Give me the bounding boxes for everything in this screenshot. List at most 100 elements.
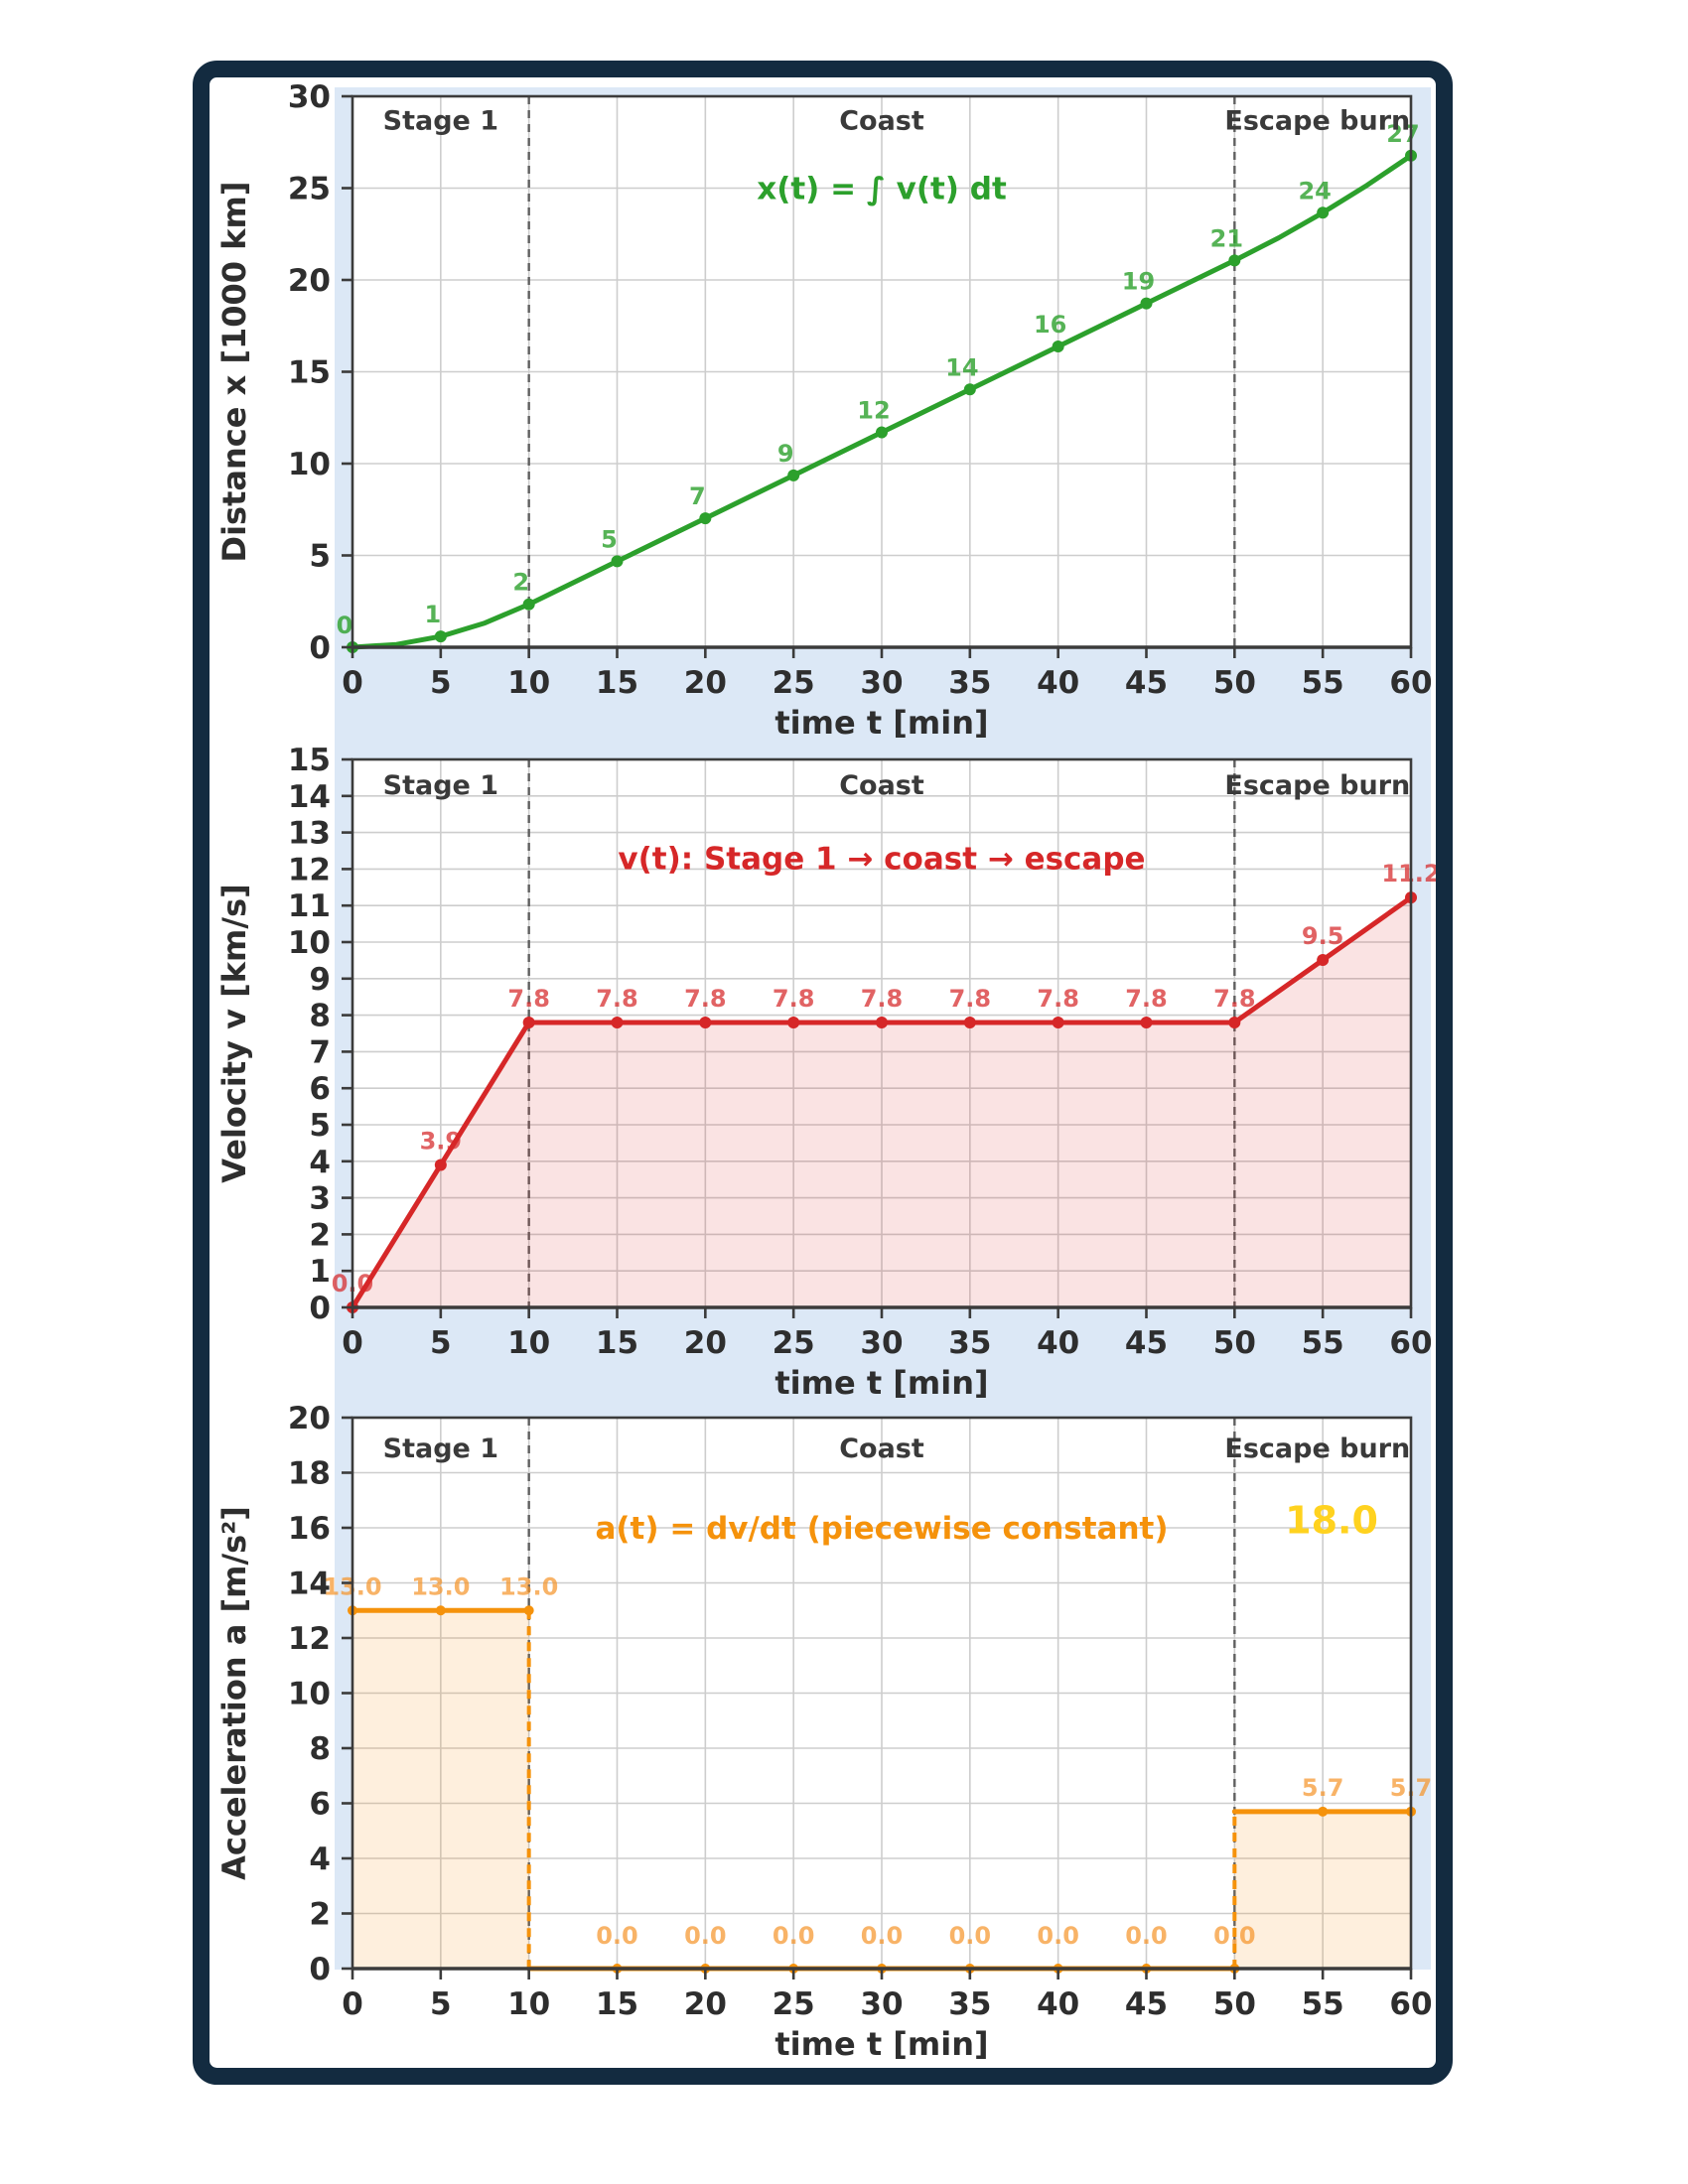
data-point-label: 5 <box>601 525 618 553</box>
data-point-marker <box>611 555 624 568</box>
x-tick-label: 55 <box>1302 1325 1344 1361</box>
y-tick-label: 0 <box>309 630 331 666</box>
y-tick-label: 20 <box>288 263 331 299</box>
y-axis-label: Distance x [1000 km] <box>215 182 253 563</box>
y-tick-label: 2 <box>309 1897 331 1933</box>
x-tick-label: 60 <box>1389 1325 1432 1361</box>
x-tick-label: 50 <box>1213 1986 1256 2022</box>
x-tick-label: 25 <box>773 665 815 701</box>
data-point-marker <box>1140 297 1153 310</box>
x-tick-label: 10 <box>507 1986 550 2022</box>
y-tick-label: 8 <box>309 999 331 1034</box>
y-tick-label: 6 <box>309 1787 331 1823</box>
x-tick-label: 50 <box>1213 665 1256 701</box>
x-tick-label: 0 <box>342 1986 363 2022</box>
data-point-label: 24 <box>1298 177 1331 205</box>
x-tick-label: 55 <box>1302 1986 1344 2022</box>
x-tick-label: 20 <box>684 1986 727 2022</box>
x-tick-label: 55 <box>1302 665 1344 701</box>
x-tick-label: 20 <box>684 1325 727 1361</box>
data-point-label: 7.8 <box>861 985 904 1013</box>
y-tick-label: 14 <box>288 779 331 815</box>
y-tick-label: 10 <box>288 1677 331 1712</box>
data-point-marker <box>787 1016 800 1028</box>
x-tick-label: 30 <box>860 665 903 701</box>
data-point-label: 7.8 <box>596 985 638 1013</box>
x-tick-label: 5 <box>430 1986 452 2022</box>
y-tick-label: 8 <box>309 1731 331 1767</box>
x-axis-label: time t [min] <box>774 704 988 742</box>
x-tick-label: 35 <box>948 1986 991 2022</box>
x-tick-label: 25 <box>773 1325 815 1361</box>
data-point-label: 14 <box>945 353 978 381</box>
y-tick-label: 25 <box>288 172 331 207</box>
x-tick-label: 60 <box>1389 1986 1432 2022</box>
data-point-marker <box>699 1016 712 1028</box>
data-point-marker <box>611 1016 624 1028</box>
acceleration-area-fill <box>352 1610 529 1969</box>
y-tick-label: 20 <box>288 1401 331 1436</box>
y-axis-label: Acceleration a [m/s²] <box>215 1506 253 1880</box>
data-point-label: 13.0 <box>499 1572 558 1600</box>
x-tick-label: 20 <box>684 665 727 701</box>
data-point-label: 7.8 <box>507 985 550 1013</box>
y-tick-label: 2 <box>309 1217 331 1253</box>
x-tick-label: 30 <box>860 1986 903 2022</box>
data-point-marker <box>1317 206 1330 219</box>
region-label: Escape burn <box>1224 105 1410 136</box>
data-point-label: 0.0 <box>1125 1922 1168 1950</box>
data-point-label: 2 <box>512 569 529 597</box>
data-point-label: 7.8 <box>773 985 815 1013</box>
data-point-marker <box>876 426 888 439</box>
data-point-marker <box>1318 1806 1329 1817</box>
x-tick-label: 5 <box>430 665 452 701</box>
peak-value-label: 18.0 <box>1285 1499 1378 1543</box>
data-point-marker <box>699 512 712 525</box>
y-tick-label: 16 <box>288 1511 331 1547</box>
x-tick-label: 35 <box>948 665 991 701</box>
data-point-label: 7.8 <box>1037 985 1079 1013</box>
data-point-marker <box>1228 254 1241 267</box>
data-point-label: 16 <box>1034 311 1066 339</box>
y-tick-label: 11 <box>288 888 331 924</box>
data-point-label: 7.8 <box>949 985 992 1013</box>
data-point-label: 0.0 <box>773 1922 815 1950</box>
x-tick-label: 5 <box>430 1325 452 1361</box>
chart-annotation: a(t) = dv/dt (piecewise constant) <box>595 1511 1168 1547</box>
acceleration-area-fill <box>1234 1811 1411 1969</box>
x-tick-label: 0 <box>342 1325 363 1361</box>
y-tick-label: 4 <box>309 1842 331 1877</box>
data-point-label: 7.8 <box>684 985 727 1013</box>
x-tick-label: 15 <box>596 1325 638 1361</box>
data-point-label: 12 <box>857 397 890 425</box>
y-tick-label: 13 <box>288 816 331 852</box>
x-tick-label: 35 <box>948 1325 991 1361</box>
velocity-area-fill <box>352 897 1411 1307</box>
y-tick-label: 15 <box>288 743 331 778</box>
data-point-label: 9.5 <box>1302 922 1344 950</box>
x-tick-label: 50 <box>1213 1325 1256 1361</box>
region-label: Stage 1 <box>383 770 498 801</box>
data-point-label: 0.0 <box>684 1922 727 1950</box>
y-tick-label: 4 <box>309 1145 331 1180</box>
data-point-label: 0.0 <box>596 1922 638 1950</box>
data-point-marker <box>787 469 800 481</box>
y-tick-label: 10 <box>288 925 331 961</box>
x-tick-label: 15 <box>596 665 638 701</box>
x-axis-label: time t [min] <box>774 2025 988 2063</box>
y-axis-label: Velocity v [km/s] <box>215 884 253 1183</box>
data-point-marker <box>522 598 535 611</box>
x-tick-label: 15 <box>596 1986 638 2022</box>
data-point-label: 1 <box>424 601 441 628</box>
data-point-label: 0.0 <box>1037 1922 1079 1950</box>
x-axis-label: time t [min] <box>774 1364 988 1402</box>
x-tick-label: 60 <box>1389 665 1432 701</box>
data-point-label: 0 <box>337 612 353 639</box>
data-point-marker <box>1052 1016 1064 1028</box>
data-point-marker <box>435 1605 446 1616</box>
data-point-label: 7.8 <box>1125 985 1168 1013</box>
data-point-label: 0.0 <box>861 1922 904 1950</box>
data-point-marker <box>1228 1016 1241 1028</box>
chart-annotation: x(t) = ∫ v(t) dt <box>757 172 1007 207</box>
